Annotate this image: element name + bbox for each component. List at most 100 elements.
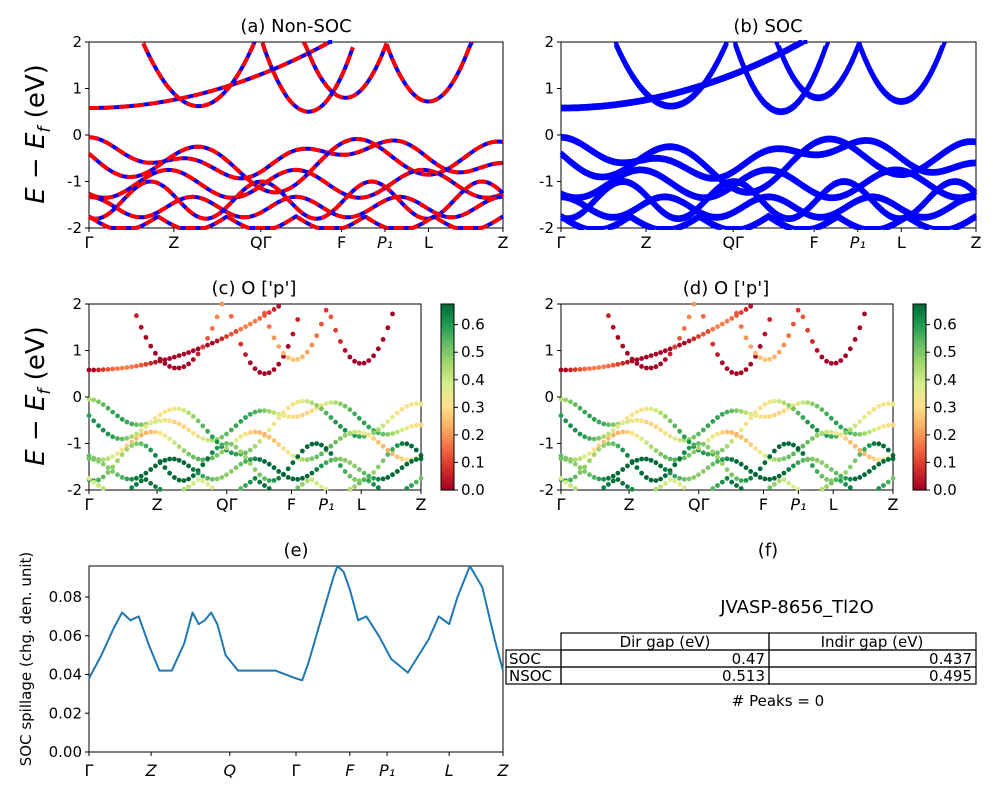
panel-b-ytick-label: -2 [539,219,554,237]
panel-d-point [824,429,829,435]
panel-c-point [115,436,120,441]
panel-c-point [323,410,329,416]
panel-d-point [653,478,659,483]
panel-c-colorbar-segment [441,331,454,336]
panel-d-point [866,410,872,416]
panel-c-point [181,407,187,413]
panel-c-point [96,423,101,429]
panel-d-point [876,441,882,447]
panel-d-point [582,464,588,470]
panel-d-point [648,477,654,483]
panel-d-colorbar-segment [913,443,926,448]
panel-d-point [881,402,886,407]
panel-c-point [347,460,353,466]
panel-d-point [819,407,825,412]
panel-d-colorbar-segment [913,335,926,339]
panel-c-point [309,400,315,406]
panel-c-point [134,313,139,319]
panel-d-xtick-label: F [759,495,768,514]
panel-c-point [138,432,144,438]
panel-d-colorbar-frame [912,303,927,491]
panel-d-point [591,447,597,453]
panel-c-point [390,311,395,317]
panel-d-point [629,486,635,492]
panel-c-point [138,428,144,433]
panel-c-point [290,414,296,420]
panel-c-point [300,475,305,481]
panel-d-point [729,370,735,375]
panel-c-point [162,417,168,423]
panel-d-point [805,327,810,333]
panel-d-point [587,436,592,441]
panel-c-point [105,367,111,372]
panel-a-band-nonsoc [384,41,474,104]
panel-c-colorbar-frame [440,303,455,491]
panel-c-colorbar-segment [441,359,454,364]
panel-c-point [352,433,357,438]
panel-c-point [295,414,301,419]
panel-c-point [338,436,343,441]
panel-c-point [110,409,116,415]
panel-c-point [224,445,229,451]
panel-d-point [572,427,578,433]
panel-c-point [300,457,305,462]
panel-d-point [781,470,787,476]
panel-c-colorbar-segment [441,434,454,438]
panel-c-point [356,415,362,421]
panel-d-point [871,456,877,462]
panel-c-point [186,350,192,355]
panel-c-point [285,405,291,411]
panel-d-point [738,324,744,329]
panel-d-point [610,478,616,484]
panel-d-point [876,425,882,431]
panel-d-point [577,456,583,462]
panel-d-point [767,357,773,362]
panel-c-point [347,486,353,492]
panel-d-point [881,459,886,464]
panel-c-point [266,324,272,329]
panel-d-point [847,485,853,490]
panel-d-point [629,430,635,436]
panel-c-point [257,316,263,321]
panel-c-point [209,340,215,346]
panel-d-point [672,473,678,479]
panel-d-point [662,480,668,486]
panel-c-point [138,478,144,484]
panel-d-point [772,398,777,404]
panel-c-colorbar-label: 0.2 [461,426,485,444]
panel-d-colorbar-segment [913,325,926,330]
panel-d-point [639,407,644,413]
panel-d-point [890,476,896,481]
panel-c-point [276,415,282,421]
panel-d-point [871,427,877,433]
panel-d-colorbar-segment [913,424,926,429]
panel-d-point [672,436,678,441]
panel-e-xtick-label: Γ [292,761,301,780]
panel-d-point [606,482,611,487]
panel-d-point [558,367,564,373]
panel-c-colorbar-label: 0.1 [461,453,485,471]
panel-d-point [606,435,611,441]
panel-d-point [681,434,687,440]
panel-c-point [190,414,196,419]
panel-d-point [648,365,654,371]
panel-d-point [810,424,815,429]
panel-c-point [219,336,225,342]
panel-c-point [238,486,244,491]
panel-b-band [732,41,828,113]
panel-d-point [786,454,792,460]
panel-d-point [862,447,867,452]
panel-c-point [134,435,139,441]
panel-c-point [276,361,282,367]
panel-d-point [620,467,626,472]
panel-d-point [824,358,829,364]
panel-d-point [667,470,673,476]
panel-c-point [247,411,253,417]
panel-d-point [743,410,749,415]
panel-c-point [233,451,239,457]
panel-d-point [658,410,663,416]
panel-d-point [734,310,739,316]
panel-c-ytick-label: -1 [67,435,82,453]
panel-c-point [319,442,324,448]
table-row-soc-indir: 0.437 [929,650,972,668]
